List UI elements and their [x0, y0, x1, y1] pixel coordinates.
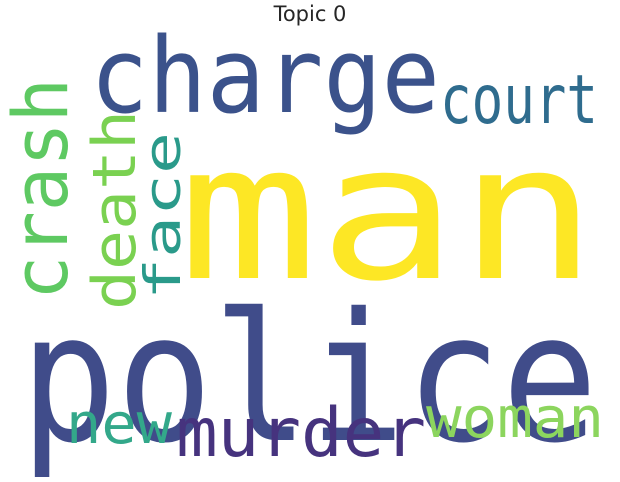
word-death: face	[134, 132, 192, 300]
word-court: crash	[0, 78, 85, 300]
word-woman: woman	[426, 386, 604, 451]
word-murder: murder	[176, 394, 426, 473]
word-new: new	[66, 392, 172, 457]
word-face: court	[440, 61, 598, 140]
word-charge: charge	[90, 15, 440, 137]
figure-title: Topic 0	[273, 2, 347, 26]
word-crash: death	[80, 110, 150, 310]
word-police: police	[20, 275, 598, 482]
word-man: man	[178, 104, 598, 323]
